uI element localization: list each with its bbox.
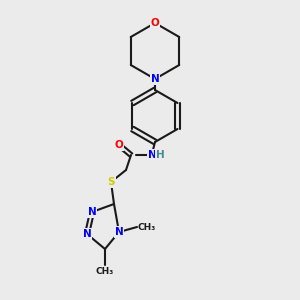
Text: N: N [148, 150, 156, 160]
Text: N: N [115, 227, 123, 237]
Text: H: H [156, 150, 164, 160]
Text: CH₃: CH₃ [96, 267, 114, 276]
Text: N: N [88, 207, 96, 217]
Text: N: N [151, 74, 159, 84]
Text: N: N [82, 229, 91, 239]
Text: O: O [151, 18, 159, 28]
Text: CH₃: CH₃ [137, 223, 155, 232]
Text: O: O [115, 140, 123, 150]
Text: S: S [107, 177, 115, 187]
